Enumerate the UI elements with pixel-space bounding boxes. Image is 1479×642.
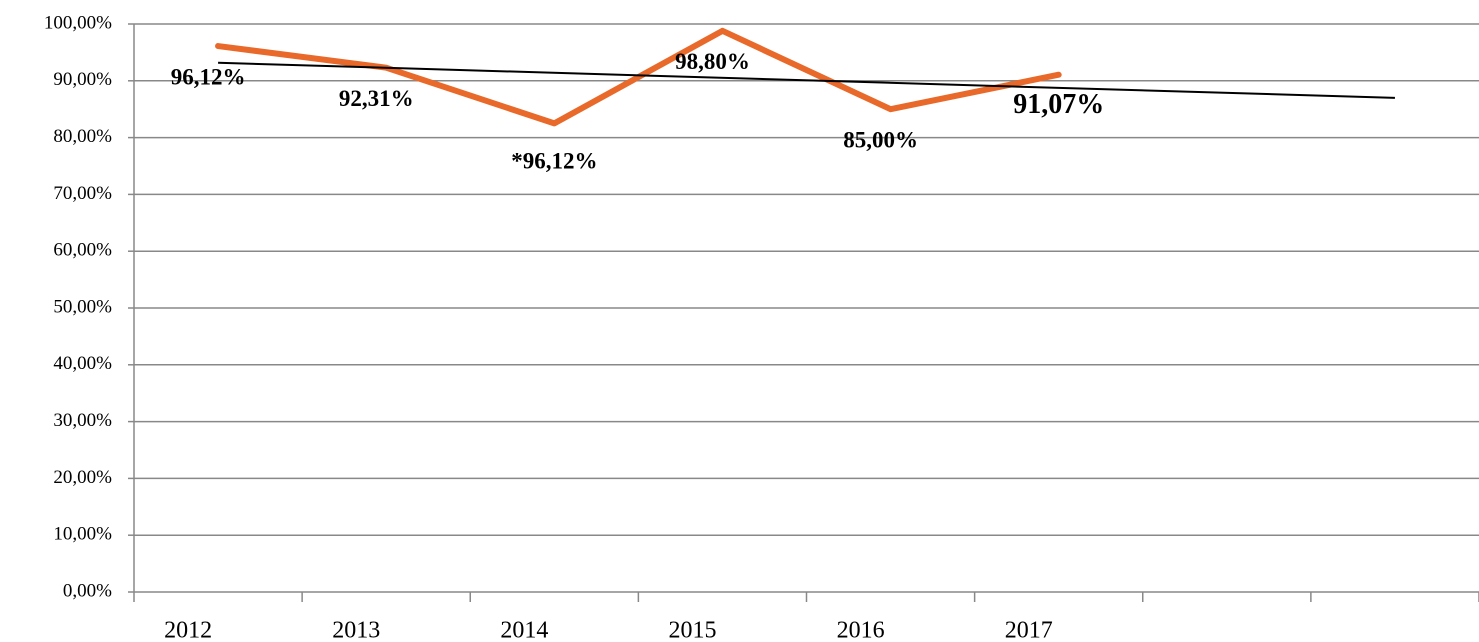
data-label: 98,80% — [675, 49, 750, 74]
x-tick-label: 2013 — [332, 618, 380, 642]
x-tick-label: 2016 — [837, 618, 885, 642]
data-label: 91,07% — [1013, 89, 1104, 120]
y-tick-label: 90,00% — [53, 69, 112, 90]
y-tick-label: 70,00% — [53, 183, 112, 204]
x-tick-label: 2014 — [500, 618, 548, 642]
y-tick-label: 100,00% — [44, 12, 112, 33]
x-tick-label: 2015 — [668, 618, 716, 642]
y-tick-label: 80,00% — [53, 126, 112, 147]
line-series — [215, 27, 1062, 127]
data-label: 96,12% — [171, 64, 246, 89]
y-tick-label: 60,00% — [53, 240, 112, 261]
y-tick-label: 20,00% — [53, 467, 112, 488]
y-tick-label: 50,00% — [53, 296, 112, 317]
x-tick-label: 2017 — [1005, 618, 1053, 642]
data-label: 92,31% — [339, 86, 414, 111]
y-tick-label: 0,00% — [63, 580, 112, 601]
y-tick-label: 10,00% — [53, 524, 112, 545]
x-tick-label: 2012 — [164, 618, 212, 642]
annotation: *96,12% — [511, 149, 597, 174]
trendline — [218, 61, 1395, 99]
y-tick-label: 30,00% — [53, 410, 112, 431]
y-tick-label: 40,00% — [53, 353, 112, 374]
data-label: 85,00% — [843, 127, 918, 152]
